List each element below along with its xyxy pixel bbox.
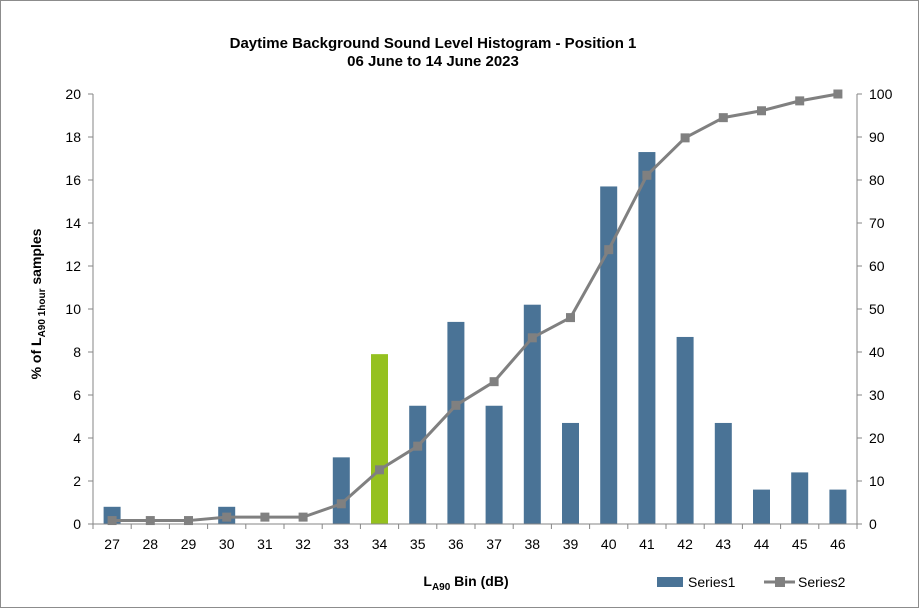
bar-44 — [753, 489, 770, 524]
series2-point-46 — [833, 89, 843, 99]
x-tick-label-33: 33 — [334, 536, 350, 552]
y-left-tick-label-8: 8 — [73, 344, 81, 360]
bar-38 — [523, 304, 541, 524]
y-left-tick-label-2: 2 — [73, 473, 81, 489]
y-left-tick-label-6: 6 — [73, 387, 81, 403]
series2-point-34 — [375, 465, 384, 475]
y-right-tick-label-0: 0 — [869, 516, 877, 532]
series2-point-33 — [336, 499, 346, 509]
y-right-tick-label-80: 80 — [869, 172, 885, 188]
axes-layer — [88, 93, 862, 529]
x-tick-label-35: 35 — [410, 536, 426, 552]
y-right-tick-label-70: 70 — [869, 215, 885, 231]
tick-labels-layer: 0246810121416182001020304050607080901002… — [65, 86, 892, 552]
bar-33 — [332, 457, 350, 524]
legend-marker-series2 — [775, 577, 785, 587]
x-tick-label-28: 28 — [143, 536, 159, 552]
legend-label-series1: Series1 — [688, 574, 736, 590]
y-left-tick-label-4: 4 — [73, 430, 81, 446]
y-left-tick-label-12: 12 — [65, 258, 81, 274]
x-tick-label-37: 37 — [486, 536, 502, 552]
y-left-tick-label-16: 16 — [65, 172, 81, 188]
series2-point-43 — [718, 113, 728, 123]
series2-point-41 — [642, 170, 652, 180]
bar-34 — [371, 354, 388, 524]
y-right-tick-label-30: 30 — [869, 387, 885, 403]
x-tick-label-32: 32 — [295, 536, 311, 552]
series2-point-37 — [489, 377, 499, 387]
series2-line — [112, 92, 839, 523]
cumulative-line-layer — [107, 89, 843, 526]
x-tick-label-29: 29 — [181, 536, 197, 552]
bar-36 — [447, 321, 465, 524]
y-right-tick-label-60: 60 — [869, 258, 885, 274]
x-tick-label-30: 30 — [219, 536, 235, 552]
bar-42 — [676, 336, 694, 524]
chart-title-line-2: 06 June to 14 June 2023 — [347, 53, 519, 70]
bar-37 — [485, 405, 503, 524]
legend-swatch-series1 — [657, 577, 683, 587]
series2-point-40 — [604, 245, 614, 255]
x-tick-label-45: 45 — [792, 536, 808, 552]
series2-point-28 — [145, 516, 155, 526]
series2-point-27 — [107, 516, 117, 526]
bar-39 — [562, 422, 579, 524]
y-left-tick-label-18: 18 — [65, 129, 81, 145]
bar-41 — [638, 152, 656, 525]
y-right-tick-label-90: 90 — [869, 129, 885, 145]
x-tick-label-27: 27 — [104, 536, 120, 552]
series2-point-36 — [451, 400, 461, 410]
x-tick-label-38: 38 — [525, 536, 541, 552]
bar-43 — [714, 422, 732, 524]
bars-layer — [103, 152, 847, 525]
x-tick-label-43: 43 — [716, 536, 732, 552]
y-right-tick-label-50: 50 — [869, 301, 885, 317]
x-axis-title: LA90 Bin (dB) — [423, 573, 508, 593]
y-left-tick-label-0: 0 — [73, 516, 81, 532]
legend: Series1 Series2 — [657, 574, 846, 590]
x-tick-label-44: 44 — [754, 536, 770, 552]
bar-40 — [600, 186, 618, 524]
series2-point-29 — [184, 516, 193, 526]
series2-point-35 — [413, 441, 423, 451]
y-right-tick-label-40: 40 — [869, 344, 885, 360]
y-right-tick-label-100: 100 — [869, 86, 893, 102]
series2-point-30 — [222, 512, 232, 522]
bar-46 — [829, 489, 847, 524]
series2-point-42 — [680, 133, 690, 143]
y-left-tick-label-14: 14 — [65, 215, 81, 231]
x-tick-label-42: 42 — [677, 536, 693, 552]
x-tick-label-31: 31 — [257, 536, 273, 552]
y-axis-title: % of LA90 1hour samples — [28, 228, 48, 379]
x-tick-label-39: 39 — [563, 536, 579, 552]
series2-point-38 — [527, 333, 537, 343]
series2-point-45 — [795, 96, 805, 106]
chart-title-line-1: Daytime Background Sound Level Histogram… — [230, 35, 637, 52]
y-right-tick-label-10: 10 — [869, 473, 885, 489]
y-right-tick-label-20: 20 — [869, 430, 885, 446]
series2-point-32 — [298, 512, 308, 522]
series2-point-31 — [260, 512, 270, 522]
x-tick-label-36: 36 — [448, 536, 464, 552]
legend-label-series2: Series2 — [798, 574, 846, 590]
x-tick-label-34: 34 — [372, 536, 388, 552]
bar-45 — [791, 472, 809, 524]
x-tick-label-41: 41 — [639, 536, 655, 552]
x-tick-label-40: 40 — [601, 536, 617, 552]
y-left-tick-label-20: 20 — [65, 86, 81, 102]
x-tick-label-46: 46 — [830, 536, 846, 552]
y-left-tick-label-10: 10 — [65, 301, 81, 317]
bar-35 — [409, 405, 427, 524]
series2-point-39 — [566, 313, 575, 323]
series2-point-44 — [757, 106, 766, 116]
